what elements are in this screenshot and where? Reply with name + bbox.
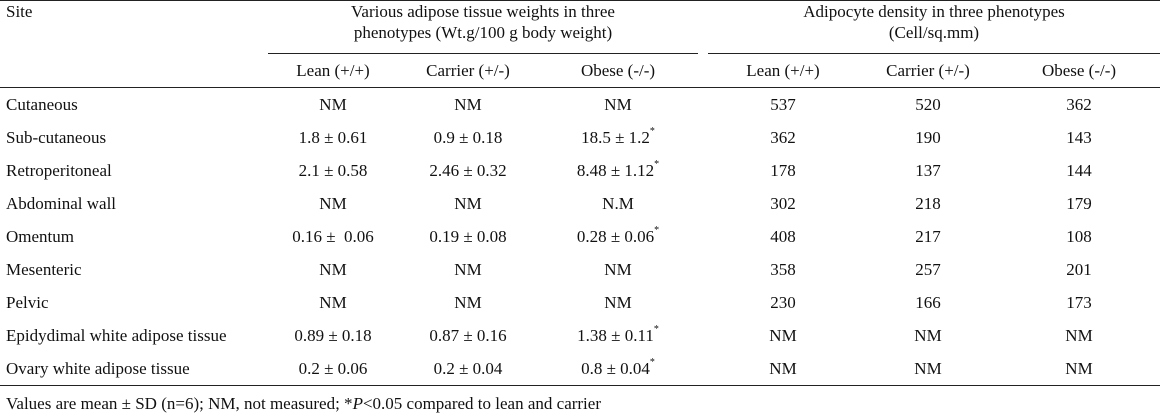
cell-site: Retroperitoneal <box>6 161 112 180</box>
cell-weight-obese: 0.8 ± 0.04* <box>538 352 698 386</box>
cell-weight-obese: NM <box>604 293 632 312</box>
cell-weight-carrier: 0.87 ± 0.16 <box>429 326 507 345</box>
cell-density-lean: 408 <box>770 227 796 246</box>
table-row: Cutaneous NM NM NM 537 520 362 <box>0 88 1160 122</box>
cell-density-lean: 358 <box>770 260 796 279</box>
cell-density-obese: 362 <box>1066 95 1092 114</box>
cell-weight-lean: 2.1 ± 0.58 <box>298 161 368 180</box>
table-row: Omentum 0.16 ± 0.06 0.19 ± 0.08 0.28 ± 0… <box>0 220 1160 253</box>
table-footnote: Values are mean ± SD (n=6); NM, not meas… <box>6 394 601 413</box>
cell-site: Ovary white adipose tissue <box>0 352 268 386</box>
cell-density-carrier: 137 <box>915 161 941 180</box>
header-weight-carrier: Carrier (+/-) <box>398 53 538 88</box>
header-group-density-line1: Adipocyte density in three phenotypes <box>803 2 1065 21</box>
cell-site: Pelvic <box>6 293 49 312</box>
table-row: Pelvic NM NM NM 230 166 173 <box>0 286 1160 319</box>
cell-weight-lean: 0.2 ± 0.06 <box>268 352 398 386</box>
cell-density-obese: 143 <box>1066 128 1092 147</box>
header-weight-obese: Obese (-/-) <box>538 53 698 88</box>
cell-weight-lean: NM <box>319 293 347 312</box>
cell-weight-lean: 0.16 ± 0.06 <box>292 227 374 246</box>
cell-density-obese: 201 <box>1066 260 1092 279</box>
cell-density-obese: NM <box>1065 326 1093 345</box>
cell-weight-obese: 18.5 ± 1.2* <box>581 126 655 147</box>
cell-density-obese: 108 <box>1066 227 1092 246</box>
cell-weight-lean: 1.8 ± 0.61 <box>298 128 368 147</box>
table-row: Epidydimal white adipose tissue 0.89 ± 0… <box>0 319 1160 352</box>
cell-density-obese: 144 <box>1066 161 1092 180</box>
cell-density-carrier: NM <box>858 352 998 386</box>
cell-weight-carrier: 0.19 ± 0.08 <box>429 227 507 246</box>
cell-weight-obese: 8.48 ± 1.12* <box>576 159 660 180</box>
cell-density-carrier: 217 <box>915 227 941 246</box>
header-density-carrier: Carrier (+/-) <box>858 53 998 88</box>
data-table: Site Various adipose tissue weights in t… <box>0 0 1160 386</box>
header-row-group: Site Various adipose tissue weights in t… <box>0 0 1160 54</box>
cell-density-lean: 178 <box>770 161 796 180</box>
table-row: Sub-cutaneous 1.8 ± 0.61 0.9 ± 0.18 18.5… <box>0 121 1160 154</box>
cell-density-obese: 173 <box>1066 293 1092 312</box>
cell-site: Mesenteric <box>6 260 82 279</box>
cell-weight-carrier: NM <box>454 293 482 312</box>
cell-weight-carrier: 0.2 ± 0.04 <box>398 352 538 386</box>
cell-density-lean: 537 <box>770 95 796 114</box>
cell-density-carrier: 520 <box>915 95 941 114</box>
cell-density-carrier: NM <box>914 326 942 345</box>
header-group-weights: Various adipose tissue weights in three … <box>268 0 698 54</box>
cell-weight-carrier: NM <box>454 95 482 114</box>
cell-density-lean: 362 <box>770 128 796 147</box>
cell-density-carrier: 166 <box>915 293 941 312</box>
header-density-obese: Obese (-/-) <box>998 53 1160 88</box>
cell-site: Epidydimal white adipose tissue <box>6 326 227 345</box>
cell-weight-lean: 0.89 ± 0.18 <box>294 326 372 345</box>
cell-weight-obese: 1.38 ± 0.11* <box>577 324 659 345</box>
header-group-density-line2: (Cell/sq.mm) <box>888 23 980 42</box>
cell-site: Abdominal wall <box>6 194 117 213</box>
cell-weight-obese: NM <box>604 95 632 114</box>
cell-density-lean: 302 <box>770 194 796 213</box>
cell-weight-lean: NM <box>319 260 347 279</box>
cell-density-carrier: 257 <box>915 260 941 279</box>
cell-weight-lean: NM <box>319 95 347 114</box>
header-group-weights-line1: Various adipose tissue weights in three <box>351 2 615 21</box>
cell-site: Omentum <box>6 227 74 246</box>
cell-weight-lean: NM <box>319 194 347 213</box>
cell-weight-obese: N.M <box>602 194 634 213</box>
cell-weight-carrier: 0.9 ± 0.18 <box>433 128 503 147</box>
cell-weight-carrier: NM <box>454 194 482 213</box>
cell-weight-carrier: NM <box>454 260 482 279</box>
cell-density-lean: 230 <box>770 293 796 312</box>
table-row: Mesenteric NM NM NM 358 257 201 <box>0 253 1160 286</box>
header-site: Site <box>0 0 268 54</box>
table-row: Abdominal wall NM NM N.M 302 218 179 <box>0 187 1160 220</box>
cell-density-carrier: 218 <box>915 194 941 213</box>
cell-weight-obese: NM <box>604 260 632 279</box>
header-row-sub: Lean (+/+) Carrier (+/-) Obese (-/-) Lea… <box>0 53 1160 88</box>
cell-site: Sub-cutaneous <box>6 128 107 147</box>
header-group-weights-line2: phenotypes (Wt.g/100 g body weight) <box>353 23 613 42</box>
cell-density-carrier: 190 <box>915 128 941 147</box>
cell-weight-carrier: 2.46 ± 0.32 <box>429 161 507 180</box>
cell-weight-obese: 0.28 ± 0.06* <box>576 225 660 246</box>
cell-density-obese: 179 <box>1066 194 1092 213</box>
cell-site: Cutaneous <box>6 95 78 114</box>
cell-density-obese: NM <box>998 352 1160 386</box>
table-row: Ovary white adipose tissue 0.2 ± 0.06 0.… <box>0 352 1160 386</box>
cell-density-lean: NM <box>769 326 797 345</box>
header-group-density: Adipocyte density in three phenotypes (C… <box>708 0 1160 54</box>
header-weight-lean: Lean (+/+) <box>268 53 398 88</box>
header-density-lean: Lean (+/+) <box>708 53 858 88</box>
table-row: Retroperitoneal 2.1 ± 0.58 2.46 ± 0.32 8… <box>0 154 1160 187</box>
cell-density-lean: NM <box>708 352 858 386</box>
